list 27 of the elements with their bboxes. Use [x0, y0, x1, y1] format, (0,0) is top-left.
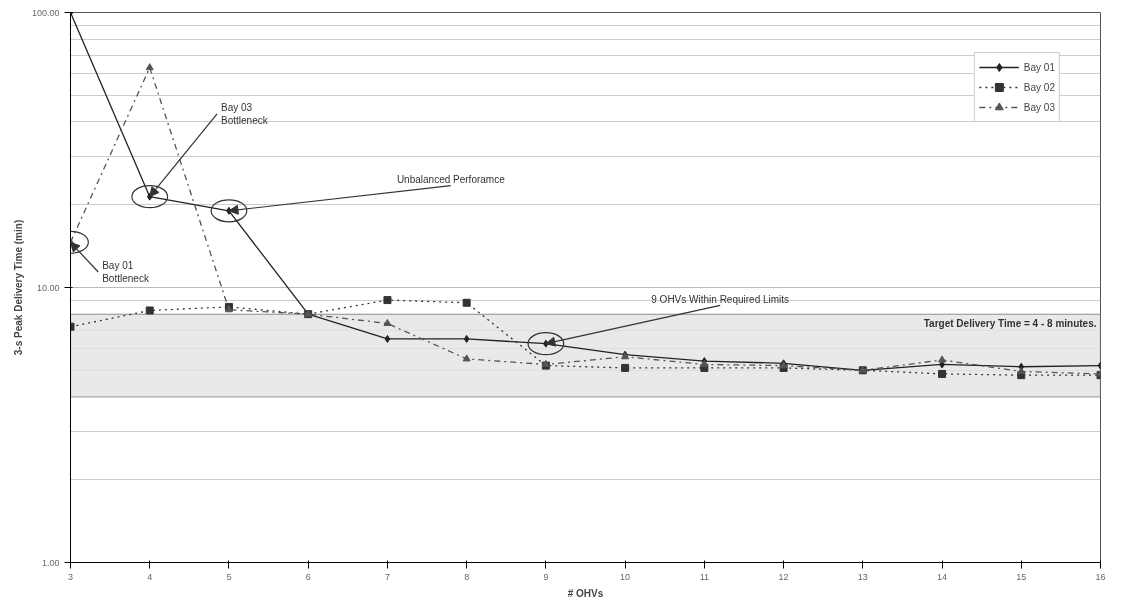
- y-tick-label: 100.00: [31, 7, 60, 18]
- x-tick-label: 7: [384, 571, 390, 582]
- band-label: Target Delivery Time = 4 - 8 minutes.: [923, 318, 1097, 330]
- legend-label: Bay 01: [1023, 61, 1055, 73]
- annotation: Bay 01 Bottleneck: [102, 259, 150, 285]
- x-tick-label: 15: [1016, 571, 1027, 582]
- y-tick-label: 10.00: [36, 282, 60, 293]
- annotation: 9 OHVs Within Required Limits: [651, 293, 790, 305]
- x-tick-label: 6: [305, 571, 311, 582]
- annotation: Unbalanced Perforamce: [396, 174, 506, 186]
- x-tick-label: 3: [68, 571, 74, 582]
- x-tick-label: 14: [937, 571, 948, 582]
- x-tick-label: 12: [778, 571, 789, 582]
- y-axis-title: 3-s Peak Delivery Time (min): [12, 219, 24, 356]
- x-tick-label: 5: [226, 571, 232, 582]
- x-tick-label: 11: [699, 571, 710, 582]
- x-axis-title: # OHVs: [567, 587, 604, 599]
- x-tick-label: 13: [857, 571, 868, 582]
- annotation: Bay 03 Bottleneck: [221, 101, 269, 126]
- x-tick-label: 4: [147, 571, 153, 582]
- x-tick-label: 16: [1095, 571, 1106, 582]
- x-tick-label: 8: [464, 571, 470, 582]
- y-tick-label: 1.00: [41, 557, 60, 568]
- x-tick-label: 9: [543, 571, 549, 582]
- legend-label: Bay 02: [1023, 81, 1055, 93]
- x-tick-label: 10: [620, 571, 631, 582]
- legend-label: Bay 03: [1023, 101, 1055, 113]
